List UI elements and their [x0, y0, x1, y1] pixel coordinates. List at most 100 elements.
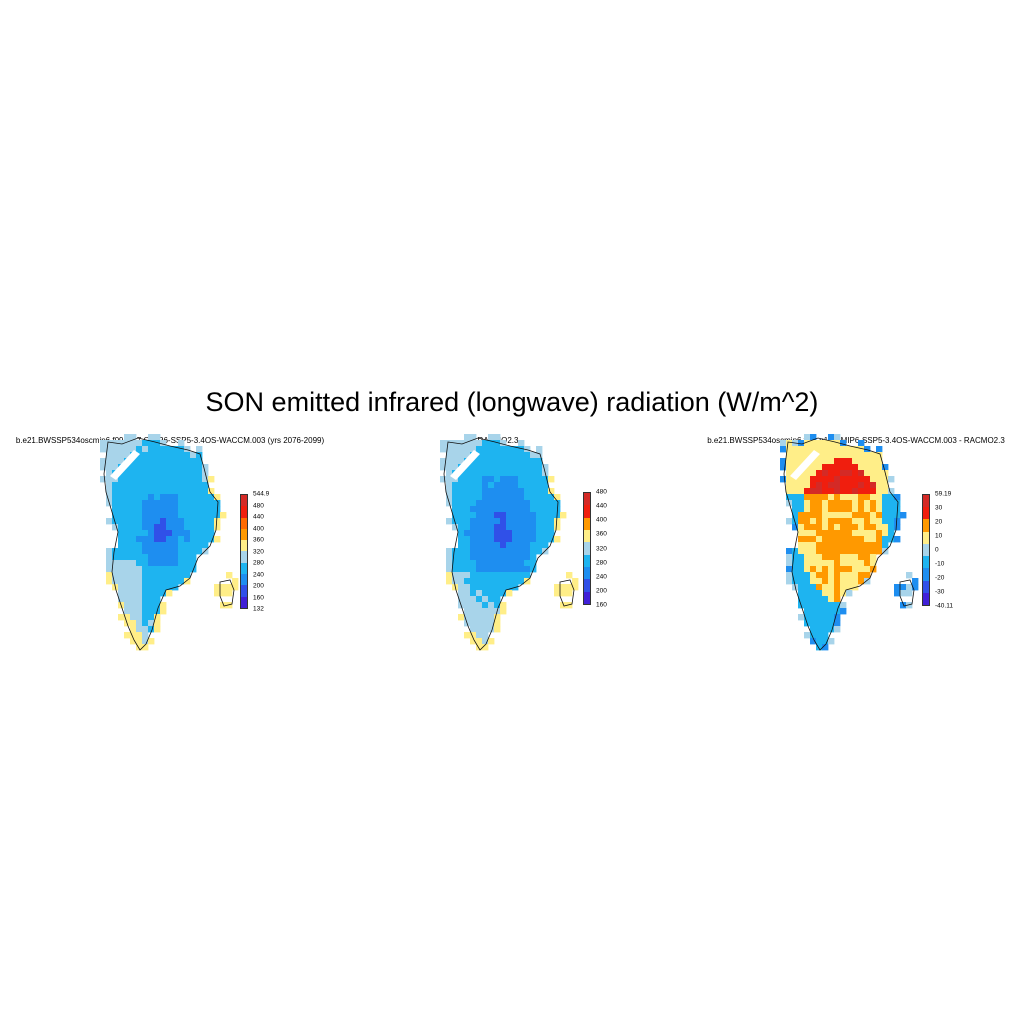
- map-grid-cell: [840, 458, 847, 465]
- map-grid-cell: [804, 470, 811, 477]
- map-grid-cell: [464, 482, 471, 489]
- map-grid-cell: [166, 494, 173, 501]
- map-grid-cell: [524, 446, 531, 453]
- map-grid-cell: [130, 566, 137, 573]
- map-grid-cell: [500, 584, 507, 591]
- map-grid-cell: [870, 452, 877, 459]
- map-grid-cell: [446, 566, 453, 573]
- map-grid-cell: [154, 524, 161, 531]
- map-grid-cell: [810, 632, 817, 639]
- colorbar-label: 400: [253, 525, 264, 532]
- map-grid-cell: [858, 524, 865, 531]
- map-grid-cell: [810, 560, 817, 567]
- map-grid-cell: [494, 482, 501, 489]
- map-grid-cell: [118, 614, 125, 621]
- map-grid-cell: [798, 542, 805, 549]
- map-grid-cell: [476, 638, 483, 645]
- colorbar-label: 160: [253, 594, 264, 601]
- map-grid-cell: [530, 518, 537, 525]
- map-grid-cell: [196, 536, 203, 543]
- map-grid-cell: [852, 458, 859, 465]
- map-grid-cell: [494, 626, 501, 633]
- map-grid-cell: [494, 584, 501, 591]
- map-grid-cell: [482, 494, 489, 501]
- map-grid-cell: [822, 566, 829, 573]
- map-grid-cell: [464, 584, 471, 591]
- map-grid-cell: [470, 470, 477, 477]
- map-grid-cell: [804, 632, 811, 639]
- map-grid-cell: [476, 494, 483, 501]
- map-grid-cell: [458, 572, 465, 579]
- map-grid-cell: [512, 464, 519, 471]
- map-grid-cell: [160, 482, 167, 489]
- map-grid-cell: [494, 596, 501, 603]
- map-grid-cell: [512, 560, 519, 567]
- map-grid-cell: [822, 602, 829, 609]
- colorbar-swatches: [922, 494, 930, 606]
- map-grid-cell: [846, 524, 853, 531]
- map-grid-cell: [148, 542, 155, 549]
- map-grid-cell: [500, 518, 507, 525]
- map-grid-cell: [554, 500, 561, 507]
- map-grid-cell: [518, 578, 525, 585]
- map-grid-cell: [804, 518, 811, 525]
- map-grid-cell: [154, 596, 161, 603]
- map-grid-cell: [512, 500, 519, 507]
- map-grid-cell: [524, 524, 531, 531]
- map-grid-cell: [136, 578, 143, 585]
- map-grid-cell: [816, 464, 823, 471]
- map-grid-cell: [130, 440, 137, 447]
- map-grid-cell: [786, 566, 793, 573]
- map-grid-cell: [840, 464, 847, 471]
- map-grid-cell: [858, 566, 865, 573]
- map-grid-cell: [870, 530, 877, 537]
- map-grid-cell: [130, 542, 137, 549]
- map-grid-cell: [542, 500, 549, 507]
- map-grid-cell: [202, 464, 209, 471]
- map-grid-cell: [142, 524, 149, 531]
- colorbar-swatch: [923, 580, 929, 593]
- map-grid-cell: [852, 464, 859, 471]
- map-grid-cell: [482, 530, 489, 537]
- map-grid-cell: [810, 512, 817, 519]
- map-grid-cell: [458, 554, 465, 561]
- map-grid-cell: [464, 506, 471, 513]
- map-grid-cell: [816, 560, 823, 567]
- map-grid-cell: [840, 500, 847, 507]
- colorbar-label: -40.11: [935, 602, 953, 610]
- map-grid-cell: [834, 464, 841, 471]
- map-grid-cell: [118, 596, 125, 603]
- map-grid-cell: [488, 452, 495, 459]
- map-grid-cell: [482, 506, 489, 513]
- map-grid-cell: [136, 548, 143, 555]
- map-grid-cell: [136, 644, 143, 651]
- map-grid-cell: [816, 626, 823, 633]
- map-grid-cell: [446, 494, 453, 501]
- map-grid-cell: [816, 518, 823, 525]
- map-grid-cell: [840, 470, 847, 477]
- map-grid-cell: [816, 440, 823, 447]
- map-grid-cell: [106, 554, 113, 561]
- map-grid-cell: [554, 524, 561, 531]
- map-grid-cell: [476, 512, 483, 519]
- map-grid-cell: [810, 626, 817, 633]
- map-grid-cell: [196, 530, 203, 537]
- map-grid-cell: [870, 512, 877, 519]
- map-grid-cell: [172, 482, 179, 489]
- map-grid-cell: [798, 446, 805, 453]
- map-grid-cell: [464, 596, 471, 603]
- map-grid-cell: [184, 470, 191, 477]
- map-grid-cell: [118, 578, 125, 585]
- map-grid-cell: [798, 566, 805, 573]
- map-grid-cell: [834, 620, 841, 627]
- map-grid-cell: [822, 470, 829, 477]
- map-grid-cell: [106, 452, 113, 459]
- map-grid-cell: [488, 608, 495, 615]
- map-grid-cell: [184, 542, 191, 549]
- map-grid-cell: [494, 452, 501, 459]
- map-grid-cell: [136, 638, 143, 645]
- map-grid-cell: [446, 470, 453, 477]
- map-grid-cell: [446, 578, 453, 585]
- map-grid-cell: [154, 470, 161, 477]
- map-grid-cell: [500, 488, 507, 495]
